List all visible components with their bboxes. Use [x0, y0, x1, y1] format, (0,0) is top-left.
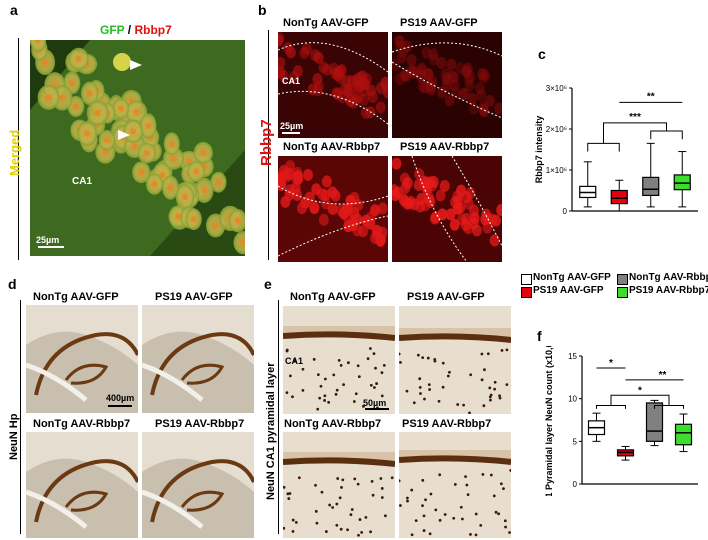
y-axis-label: CA1 Pyramidal layer NeuN count (x10,000)	[544, 346, 554, 496]
panel-b-letter: b	[258, 2, 267, 18]
panel-f-letter: f	[537, 328, 542, 344]
y-axis-label: Rbbp7 intensity	[534, 116, 544, 184]
neun-micrograph-4	[399, 432, 511, 538]
panel-d-side-label: NeuN Hp	[8, 413, 20, 460]
box-4	[673, 151, 691, 208]
panel-e-side-label: NeuN CA1 pyramidal layer	[265, 362, 277, 500]
scale-bar	[38, 246, 64, 248]
legend-swatch	[617, 274, 628, 285]
neun-micrograph-1: CA1 50µm	[283, 306, 395, 414]
y-tick-label: 10	[568, 395, 577, 404]
sig-label: ***	[629, 112, 641, 123]
y-tick-label: 0	[563, 207, 568, 216]
merged-image	[30, 40, 245, 256]
hippocampus-micrograph-3	[26, 432, 138, 538]
neun-micrograph-3	[283, 432, 395, 538]
box-4	[674, 413, 693, 453]
sig-label: *	[638, 385, 642, 396]
y-tick-label: 2×10⁶	[546, 125, 567, 134]
panel-d-title-4: PS19 AAV-Rbbp7	[155, 418, 245, 430]
scale-bar	[365, 408, 389, 410]
chart-f: 0 5 10 15 CA1 Pyramidal layer NeuN count (x1…	[544, 346, 698, 496]
scale-label: 25µm	[280, 121, 304, 131]
rbbp7-micrograph-4	[392, 156, 502, 262]
panel-e-title-1: NonTg AAV-GFP	[290, 291, 376, 303]
panel-a-side-label: Merged	[7, 129, 22, 176]
region-label: CA1	[285, 356, 304, 366]
scale-bar	[108, 405, 132, 407]
sig-label: **	[659, 370, 667, 381]
hippocampus-micrograph-2	[142, 305, 254, 413]
panel-b-title-3: NonTg AAV-Rbbp7	[283, 141, 381, 153]
panel-d-letter: d	[8, 276, 17, 292]
panel-a-title: GFP / Rbbp7	[100, 23, 172, 37]
scale-label: 400µm	[106, 393, 135, 403]
y-tick-label: 5	[573, 437, 578, 446]
arrowhead-icon	[130, 60, 142, 70]
panel-e-title-4: PS19 AAV-Rbbp7	[402, 418, 492, 430]
box-2	[610, 179, 628, 212]
hippocampus-micrograph-1: 400µm	[26, 305, 138, 413]
box-3	[645, 399, 664, 447]
y-tick-label: 1×10⁶	[546, 166, 567, 175]
y-tick-label: 15	[568, 352, 577, 361]
title-gfp: GFP	[100, 23, 125, 37]
sig-label: *	[609, 358, 613, 369]
box-body	[673, 174, 691, 191]
box-1	[587, 412, 606, 442]
box-1	[579, 161, 597, 208]
box-2	[616, 445, 635, 461]
sig-bracket	[610, 394, 670, 406]
merged-cells	[30, 40, 245, 255]
y-tick-label: 0	[573, 480, 578, 489]
arrowhead-icon	[118, 130, 130, 140]
legend: NonTg AAV-GFP NonTg AAV-Rbbp7 PS19 AAV-G…	[521, 272, 708, 298]
legend-swatch	[521, 287, 532, 298]
box-3	[642, 142, 660, 208]
panel-d-title-2: PS19 AAV-GFP	[155, 291, 233, 303]
panel-e-title-3: NonTg AAV-Rbbp7	[284, 418, 382, 430]
scale-label: 50µm	[363, 398, 387, 408]
panel-b-title-1: NonTg AAV-GFP	[283, 17, 369, 29]
panel-b-side-label: Rbbp7	[258, 119, 275, 166]
merged-micrograph: 25µm CA1	[30, 40, 245, 256]
panel-d-title-1: NonTg AAV-GFP	[33, 291, 119, 303]
panel-a-letter: a	[10, 2, 18, 18]
panel-c-letter: c	[538, 46, 546, 62]
panel-e-letter: e	[264, 276, 272, 292]
sig-bracket	[587, 142, 620, 152]
legend-swatch	[521, 274, 532, 285]
sig-bracket	[650, 130, 683, 140]
box-body	[642, 176, 660, 197]
panel-b-side-line	[268, 30, 269, 260]
panel-b-title-2: PS19 AAV-GFP	[400, 17, 478, 29]
panel-d-side-line	[20, 300, 21, 534]
y-tick-label: 3×10⁶	[546, 84, 567, 93]
legend-swatch	[617, 287, 628, 298]
rbbp7-micrograph-2	[392, 32, 502, 138]
region-label: CA1	[72, 176, 93, 187]
hippocampus-micrograph-4	[142, 432, 254, 538]
neun-micrograph-2	[399, 306, 511, 414]
panel-a-side-line	[18, 38, 19, 260]
scale-label: 25µm	[36, 235, 60, 245]
rbbp7-micrograph-1: CA1 25µm	[278, 32, 388, 138]
sig-bracket	[603, 122, 667, 144]
box-body	[610, 189, 628, 205]
rbbp7-micrograph-3	[278, 156, 388, 262]
panel-d-title-3: NonTg AAV-Rbbp7	[33, 418, 131, 430]
sig-label: **	[647, 91, 655, 102]
panel-b-title-4: PS19 AAV-Rbbp7	[400, 141, 490, 153]
region-label: CA1	[282, 76, 301, 86]
sig-bracket	[596, 404, 626, 409]
box-body	[674, 423, 693, 446]
title-rbbp7: Rbbp7	[134, 23, 172, 37]
panel-e-title-2: PS19 AAV-GFP	[407, 291, 485, 303]
panel-e-side-line	[278, 300, 279, 534]
